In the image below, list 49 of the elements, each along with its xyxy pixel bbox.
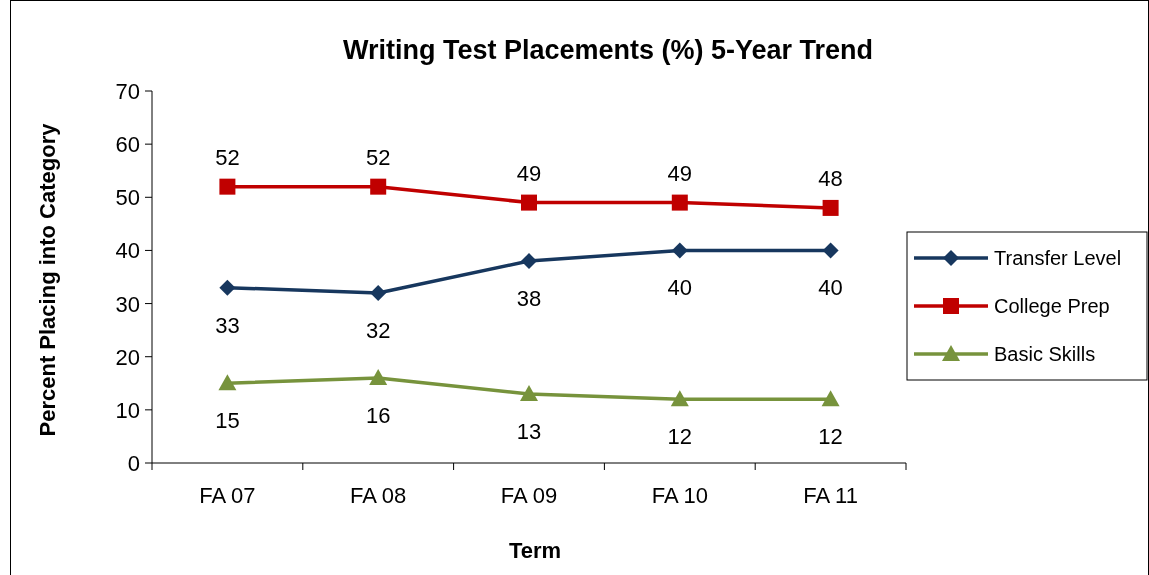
data-label: 48 <box>818 165 843 191</box>
data-label: 32 <box>365 317 391 343</box>
x-tick-label: FA 11 <box>803 483 858 508</box>
x-axis-title: Term <box>508 538 562 563</box>
x-tick-label: FA 09 <box>500 483 558 508</box>
x-tick-label: FA 07 <box>199 483 256 508</box>
data-label: 52 <box>215 144 240 170</box>
y-tick-label: 60 <box>115 132 140 158</box>
data-label: 12 <box>667 424 693 450</box>
point <box>671 194 688 211</box>
data-label: 15 <box>215 408 240 434</box>
y-tick-label: 20 <box>115 344 140 370</box>
data-label: 52 <box>365 144 391 170</box>
legend-label: Transfer Level <box>994 247 1122 269</box>
y-tick-label: 70 <box>115 79 140 104</box>
point <box>521 194 537 211</box>
point <box>520 384 538 401</box>
y-axis-title: Percent Placing into Category <box>35 122 60 437</box>
data-label: 40 <box>818 275 843 301</box>
x-tick-label: FA 10 <box>651 483 708 508</box>
data-label: 49 <box>516 160 542 186</box>
point <box>821 390 840 407</box>
point <box>369 368 388 385</box>
point <box>671 242 688 259</box>
point <box>822 242 839 259</box>
data-label: 13 <box>516 418 542 444</box>
x-tick-label: FA 08 <box>350 483 407 508</box>
point <box>370 178 387 195</box>
y-tick-label: 0 <box>127 451 140 476</box>
y-tick-label: 30 <box>115 291 140 317</box>
point <box>218 374 237 391</box>
point <box>670 390 689 407</box>
data-label: 16 <box>365 402 391 428</box>
y-tick-label: 10 <box>115 397 140 423</box>
chart-title: Writing Test Placements (%) 5-Year Trend <box>342 35 874 65</box>
data-label: 49 <box>667 160 693 186</box>
point <box>219 178 236 195</box>
y-tick-label: 50 <box>115 185 140 211</box>
point <box>521 253 537 270</box>
point <box>219 279 236 296</box>
legend-label: College Prep <box>994 295 1110 317</box>
data-label: 33 <box>215 312 240 338</box>
data-label: 40 <box>667 275 693 301</box>
point <box>370 284 387 301</box>
y-tick-label: 40 <box>115 238 140 264</box>
data-label: 12 <box>818 424 843 450</box>
data-label: 38 <box>516 286 542 312</box>
point <box>822 199 839 216</box>
legend-label: Basic Skills <box>994 343 1096 365</box>
